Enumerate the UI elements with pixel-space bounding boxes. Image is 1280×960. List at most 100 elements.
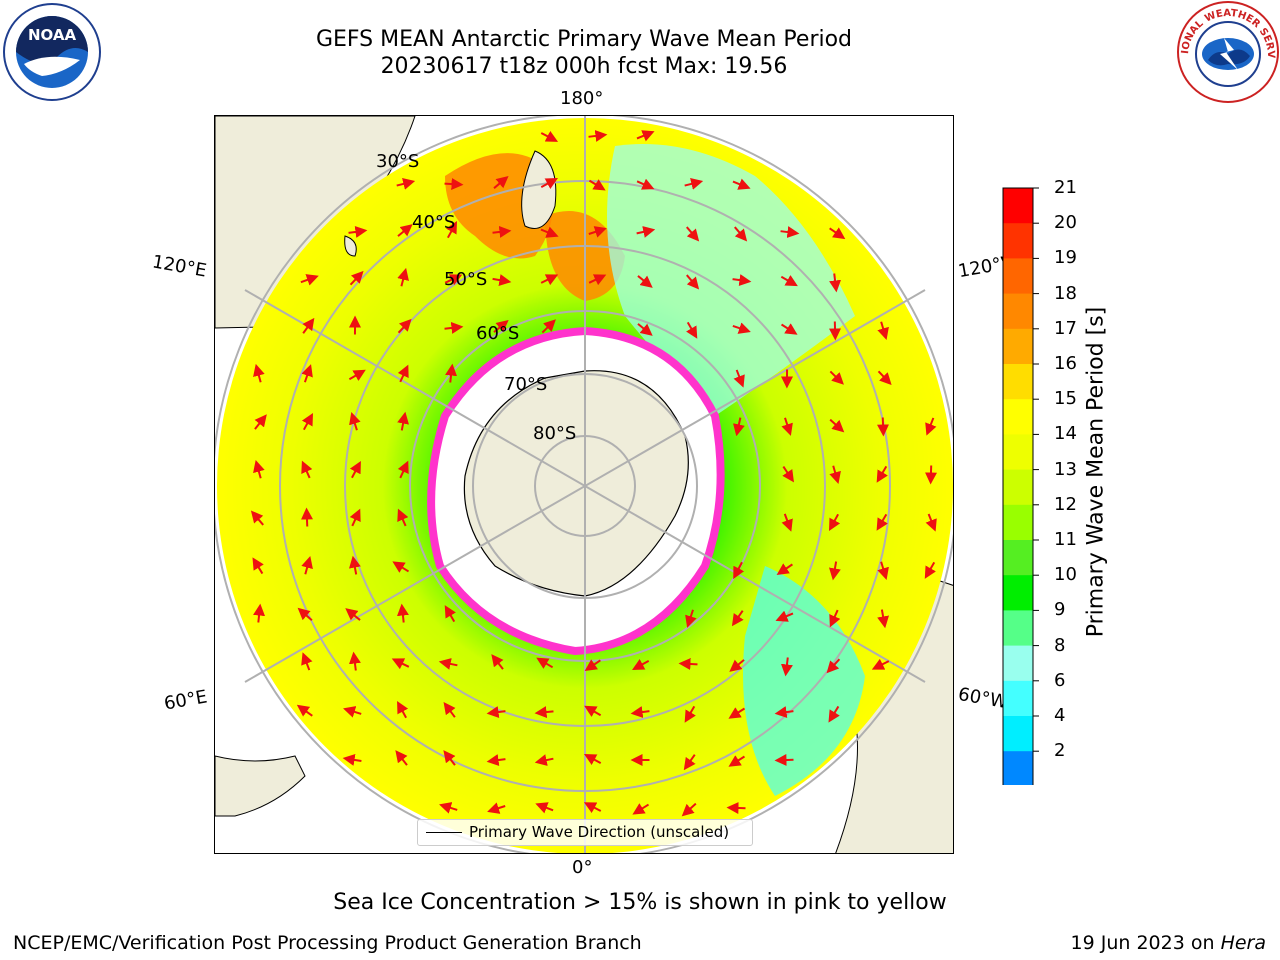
- map-panel: Primary Wave Direction (unscaled): [214, 115, 954, 854]
- wave-arrow: [829, 513, 841, 531]
- wave-arrow: [876, 465, 888, 483]
- wave-arrow: [684, 705, 696, 723]
- land-tasmania: [344, 235, 357, 257]
- wave-arrow: [632, 803, 650, 815]
- colorbar-segment: [1003, 328, 1033, 365]
- wave-arrow: [345, 608, 361, 621]
- wave-arrow: [493, 175, 509, 189]
- colorbar-segment: [1003, 223, 1033, 259]
- wave-arrow: [686, 321, 698, 339]
- graticule: [215, 116, 953, 853]
- wave-arrow: [301, 413, 314, 431]
- wave-arrow: [925, 417, 937, 436]
- wave-arrow: [540, 226, 559, 238]
- wave-arrow: [534, 706, 554, 719]
- wave-arrow: [728, 755, 746, 767]
- wave-arrow: [877, 561, 889, 580]
- wave-arrow: [780, 275, 798, 287]
- wave-arrow: [297, 607, 313, 622]
- wave-arrow: [637, 275, 653, 288]
- wave-arrow: [829, 418, 845, 433]
- wave-arrow: [342, 753, 362, 766]
- wave-arrow: [584, 659, 601, 672]
- wave-arrow: [729, 659, 745, 672]
- wave-arrow: [397, 508, 409, 527]
- wave-arrow: [493, 320, 509, 333]
- wave-arrow: [300, 507, 313, 527]
- colorbar-tick-label: 16: [1054, 353, 1077, 374]
- wave-arrow: [348, 369, 366, 381]
- wave-arrow: [731, 610, 744, 627]
- wave-arrow: [438, 658, 458, 670]
- wave-arrow: [540, 274, 559, 286]
- colorbar-frame: [1002, 187, 1034, 785]
- wave-direction-arrows: [250, 129, 937, 817]
- colorbar-segment: [1003, 188, 1033, 224]
- colorbar: [1002, 187, 1039, 785]
- wave-arrow: [534, 754, 554, 766]
- colorbar-tick-label: 10: [1054, 564, 1077, 586]
- wave-arrow: [444, 321, 464, 334]
- footer-date-text: 19 Jun 2023 on: [1070, 932, 1221, 954]
- noaa-logo-text: NOAA: [28, 26, 77, 44]
- wave-arrow: [683, 754, 696, 771]
- wave-arrow: [444, 178, 464, 191]
- wave-arrow: [540, 130, 559, 142]
- nws-logo: NATIONAL WEATHER SERVICE: [1176, 0, 1279, 103]
- colorbar-segment: [1003, 293, 1033, 330]
- wave-arrow: [584, 754, 602, 766]
- wave-arrow: [397, 701, 409, 719]
- colorbar-tick-label: 2: [1054, 740, 1066, 762]
- colorbar-segment: [1003, 680, 1033, 717]
- wave-arrow: [301, 460, 313, 479]
- wave-arrow: [829, 609, 841, 628]
- wave-arrow: [395, 750, 408, 766]
- wave-arrow: [397, 460, 409, 479]
- colorbar-segment: [1003, 434, 1033, 471]
- wave-arrow: [636, 130, 655, 142]
- map-legend: Primary Wave Direction (unscaled): [417, 819, 753, 846]
- lon-label-180: 180°: [560, 88, 604, 109]
- colorbar-segment: [1003, 575, 1033, 611]
- wave-arrow: [588, 129, 608, 142]
- wave-arrow: [829, 370, 844, 385]
- wave-arrow: [685, 609, 697, 628]
- colorbar-tick-label: 6: [1054, 669, 1066, 691]
- colorbar-segment: [1003, 364, 1033, 400]
- footer-date: 19 Jun 2023 on Hera: [1071, 932, 1266, 954]
- wave-arrow: [541, 319, 556, 334]
- wave-arrow: [302, 317, 315, 334]
- wave-arrow: [397, 411, 409, 431]
- colorbar-tick-label: 17: [1054, 317, 1077, 339]
- wave-arrow: [876, 513, 888, 531]
- wave-arrow: [396, 178, 416, 190]
- wave-arrow: [348, 225, 368, 238]
- wave-arrow: [343, 706, 362, 718]
- colorbar-segment: [1003, 469, 1033, 506]
- wave-arrow: [781, 513, 793, 532]
- colorbar-tick-label: 11: [1054, 529, 1077, 550]
- noaa-logo: NOAA: [3, 3, 101, 101]
- wave-arrow: [924, 561, 936, 579]
- wave-arrow: [301, 364, 313, 383]
- wave-arrow: [391, 658, 410, 670]
- wave-arrow: [492, 274, 512, 286]
- lat-label-40s: 40°S: [412, 212, 456, 233]
- polar-map: [215, 116, 953, 853]
- wave-arrow: [782, 466, 794, 483]
- wave-arrow: [535, 802, 554, 814]
- colorbar-tick-label: 9: [1054, 599, 1066, 621]
- lon-label-60e: 60°E: [162, 686, 209, 715]
- colorbar-segment: [1003, 610, 1033, 647]
- wave-arrow: [397, 364, 409, 383]
- wave-arrow: [348, 651, 361, 671]
- wave-arrow: [829, 273, 842, 293]
- wave-arrow: [540, 178, 558, 190]
- wave-arrow: [349, 270, 364, 286]
- wave-arrow: [780, 323, 798, 335]
- wave-arrow: [397, 267, 409, 287]
- colorbar-segment: [1003, 751, 1033, 785]
- wave-arrow: [301, 652, 313, 671]
- wave-arrow: [734, 226, 748, 242]
- wave-arrow: [253, 459, 265, 479]
